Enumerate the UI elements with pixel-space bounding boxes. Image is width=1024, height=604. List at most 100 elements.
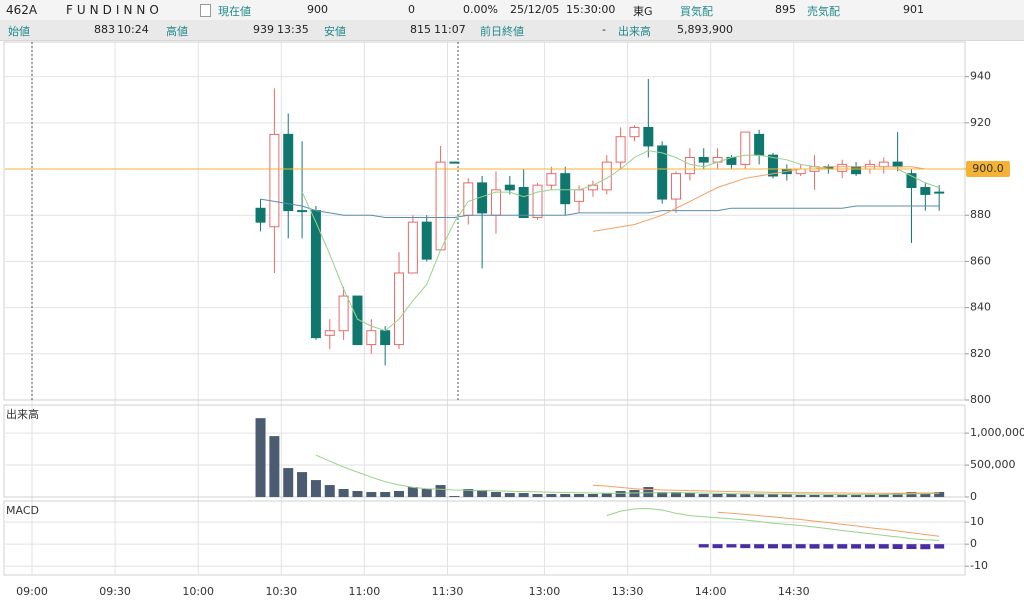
value: 25/12/05 <box>510 3 560 16</box>
value: 13:35 <box>277 23 309 36</box>
volume-bar <box>851 495 862 497</box>
candle-body <box>504 184 515 191</box>
volume-bar <box>463 489 474 497</box>
candle-body <box>920 187 931 195</box>
symbol: 462A <box>6 3 38 17</box>
ma-line <box>260 198 940 218</box>
ma-line <box>592 484 940 494</box>
volume-bar <box>781 493 792 497</box>
memo-icon[interactable] <box>200 4 211 17</box>
candle-body <box>255 207 266 223</box>
candle-body <box>546 173 557 186</box>
y-tick-label: 0 <box>970 537 977 550</box>
volume-bar <box>546 493 557 497</box>
ma-line <box>315 454 940 496</box>
volume-bar <box>878 493 889 497</box>
candle-body <box>352 295 363 346</box>
candle-body <box>421 221 432 260</box>
x-tick-label: 11:30 <box>432 585 464 598</box>
macd-histogram-bar <box>698 544 709 548</box>
y-tick-label: 10 <box>970 515 984 528</box>
volume-bar <box>671 492 682 497</box>
candle-body <box>754 133 765 156</box>
y-tick-label: 940 <box>970 70 991 83</box>
candle-body <box>366 330 377 346</box>
candle-body <box>463 182 474 216</box>
ma-line <box>592 166 940 232</box>
y-tick-label: 0 <box>970 490 977 503</box>
label: 始値 <box>8 25 30 38</box>
volume-bar <box>338 489 349 497</box>
macd-histogram-bar <box>837 544 848 549</box>
x-tick-label: 14:30 <box>778 585 810 598</box>
candle-body <box>435 161 446 251</box>
macd-histogram-bar <box>934 544 945 549</box>
macd-pane <box>3 500 966 576</box>
volume-bar <box>352 490 363 497</box>
macd-histogram-bar <box>823 544 834 549</box>
volume-bar <box>421 489 432 497</box>
volume-bar <box>920 493 931 497</box>
y-tick-label: 820 <box>970 347 991 360</box>
macd-histogram-bar <box>809 544 820 549</box>
candle-body <box>615 136 626 163</box>
volume-bar <box>864 495 875 497</box>
volume-bar <box>394 490 405 497</box>
candle-body <box>851 166 862 175</box>
candle-body <box>767 154 778 177</box>
x-tick-label: 10:00 <box>182 585 214 598</box>
macd-histogram-bar <box>795 544 806 549</box>
volume-bar <box>740 493 751 497</box>
y-tick-label: 800 <box>970 393 991 406</box>
candle-body <box>394 272 405 346</box>
volume-bar <box>823 495 834 497</box>
label: 安値 <box>324 25 346 38</box>
x-tick-label: 13:00 <box>529 585 561 598</box>
y-tick-label: 920 <box>970 116 991 129</box>
volume-bar <box>532 493 543 497</box>
pane-title: MACD <box>6 504 39 517</box>
volume-bar <box>574 493 585 497</box>
macd-histogram-bar <box>740 544 751 549</box>
quote-header: 462A FUNDINNO 現在値 900 0 0.00% 25/12/05 1… <box>0 0 1024 41</box>
ma-line <box>717 511 940 537</box>
value: 0.00% <box>463 3 498 16</box>
candle-body <box>684 156 695 175</box>
x-tick-label: 09:30 <box>99 585 131 598</box>
volume-bar <box>504 493 515 497</box>
last-price-label: 900.0 <box>972 162 1004 175</box>
volume-bar <box>698 493 709 497</box>
candle-body <box>338 295 349 332</box>
volume-bar <box>906 492 917 497</box>
volume-bar <box>435 485 446 497</box>
volume-bar <box>837 495 848 497</box>
candle-body <box>657 145 668 200</box>
candle-body <box>643 126 654 147</box>
candle-body <box>629 126 640 138</box>
volume-bar <box>754 493 765 497</box>
volume-bar <box>297 472 308 497</box>
macd-histogram-bar <box>767 544 778 549</box>
volume-bar <box>269 436 280 497</box>
volume-bar <box>587 493 598 497</box>
volume-bar <box>795 495 806 497</box>
candle-body <box>601 161 612 191</box>
macd-histogram-bar <box>726 544 737 548</box>
y-tick-label: 500,000 <box>970 458 1016 471</box>
volume-bar <box>615 490 626 497</box>
volume-bar <box>934 492 945 497</box>
macd-histogram-bar <box>906 544 917 550</box>
candle-body <box>740 131 751 165</box>
y-tick-label: 880 <box>970 208 991 221</box>
label: 出来高 <box>618 25 651 38</box>
candle-body <box>532 184 543 219</box>
candle-body <box>671 173 682 200</box>
volume-bar <box>449 496 460 497</box>
label: 前日終値 <box>480 25 524 38</box>
last-price-box <box>966 161 1010 178</box>
candle-body <box>449 161 460 164</box>
value: 883 <box>94 23 115 36</box>
value: 901 <box>903 3 924 16</box>
